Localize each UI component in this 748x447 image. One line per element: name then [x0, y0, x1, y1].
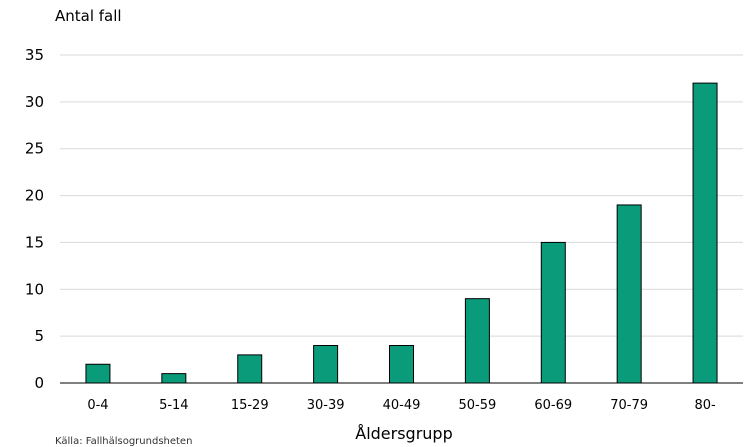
x-tick-label: 0-4	[87, 398, 108, 413]
x-tick-label: 70-79	[610, 398, 648, 413]
y-axis-title: Antal fall	[55, 7, 122, 25]
bar-5-14	[161, 373, 187, 384]
x-tick-label: 50-59	[458, 398, 496, 413]
x-tick-labels: 0-4 5-14 15-29 30-39 40-49 50-59 60-69 70-79 80-	[87, 398, 716, 413]
y-tick-label: 35	[25, 46, 44, 64]
x-tick-label: 60-69	[534, 398, 572, 413]
y-tick-label: 10	[25, 280, 44, 298]
y-tick-label: 20	[25, 187, 44, 205]
y-tick-label: 25	[25, 140, 44, 158]
bar-40-49	[389, 345, 414, 384]
bar-60-69	[540, 241, 566, 384]
bar-15-29	[237, 354, 263, 384]
bar-30-39	[313, 345, 339, 384]
y-tick-label: 15	[25, 233, 44, 251]
bar-0-4	[85, 363, 111, 384]
y-tick-labels: 0 5 10 15 20 25 30 35	[25, 46, 44, 392]
bar-50-59	[464, 298, 490, 384]
x-tick-label: 30-39	[307, 398, 345, 413]
y-tick-label: 0	[34, 374, 44, 392]
x-tick-label: 5-14	[159, 398, 189, 413]
source-note: Källa: Fallhälsogrundsheten	[55, 436, 193, 447]
x-tick-label: 40-49	[383, 398, 421, 413]
bar-70-79	[616, 204, 642, 384]
x-axis-title: Åldersgrupp	[355, 424, 453, 443]
x-tick-label: 15-29	[231, 398, 269, 413]
x-tick-label: 80-	[694, 398, 716, 413]
y-tick-label: 30	[25, 93, 44, 111]
bar-80-	[692, 82, 718, 384]
y-tick-label: 5	[34, 327, 44, 345]
bars	[85, 82, 718, 384]
